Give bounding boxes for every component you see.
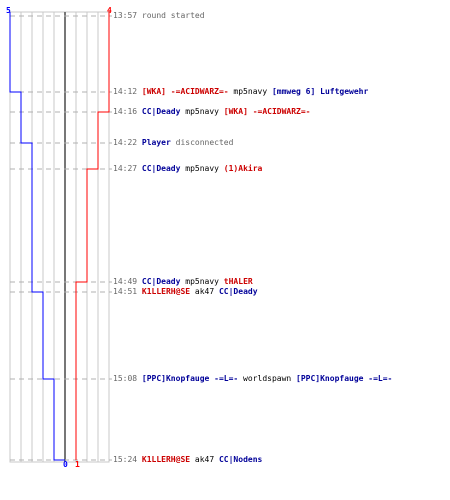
red-start-score: 4 [107, 6, 112, 15]
event-text: round started [141, 11, 205, 20]
player-name: K1LLERH@SE [141, 287, 191, 296]
weapon-name: mp5navy [228, 87, 272, 96]
event-time: 14:49 [113, 277, 142, 286]
event-row: 14:12 [WKA] -=ACIDWARZ=- mp5navy [mmweg … [113, 87, 368, 97]
event-row: 14:22 Player disconnected [113, 138, 233, 148]
blue-team-line [9, 12, 65, 461]
event-row: 14:51 K1LLERH@SE ak47 CC|Deady [113, 287, 258, 297]
weapon-name: ak47 [190, 287, 219, 296]
event-time: 15:08 [113, 374, 142, 383]
event-time: 13:57 [113, 11, 142, 20]
weapon-name: mp5navy [180, 277, 224, 286]
red-end-score: 1 [75, 460, 80, 469]
weapon-name: mp5navy [180, 164, 224, 173]
player-name: [PPC]Knopfauge -=L=- [141, 374, 239, 383]
player-name: (1)Akira [223, 164, 263, 173]
weapon-name: ak47 [190, 455, 219, 464]
player-name: CC|Deady [141, 107, 181, 116]
event-row: 14:16 CC|Deady mp5navy [WKA] -=ACIDWARZ=… [113, 107, 311, 117]
player-name: tHALER [223, 277, 253, 286]
event-row: 15:08 [PPC]Knopfauge -=L=- worldspawn [P… [113, 374, 392, 384]
event-row: 14:49 CC|Deady mp5navy tHALER [113, 277, 253, 287]
player-name: K1LLERH@SE [141, 455, 191, 464]
player-name: CC|Deady [141, 164, 181, 173]
event-time: 14:22 [113, 138, 142, 147]
player-name: CC|Nodens [218, 455, 263, 464]
grid-frame [9, 11, 110, 463]
player-name: [PPC]Knopfauge -=L=- [296, 374, 393, 383]
player-name: [WKA] -=ACIDWARZ=- [223, 107, 311, 116]
blue-start-score: 5 [6, 6, 11, 15]
player-name: [mmweg 6] Luftgewehr [271, 87, 369, 96]
event-time: 14:27 [113, 164, 142, 173]
event-time: 14:16 [113, 107, 142, 116]
blue-end-score: 0 [63, 460, 68, 469]
event-text: disconnected [170, 138, 234, 147]
weapon-name: worldspawn [238, 374, 297, 383]
event-row: 14:27 CC|Deady mp5navy (1)Akira [113, 164, 262, 174]
event-time: 14:51 [113, 287, 142, 296]
event-time: 15:24 [113, 455, 142, 464]
player-name: [WKA] -=ACIDWARZ=- [141, 87, 229, 96]
event-row: 13:57 round started [113, 11, 205, 21]
event-time: 14:12 [113, 87, 142, 96]
player-name: Player [141, 138, 171, 147]
event-row: 15:24 K1LLERH@SE ak47 CC|Nodens [113, 455, 262, 465]
player-name: CC|Deady [218, 287, 258, 296]
red-team-line [75, 12, 110, 460]
player-name: CC|Deady [141, 277, 181, 286]
weapon-name: mp5navy [180, 107, 224, 116]
